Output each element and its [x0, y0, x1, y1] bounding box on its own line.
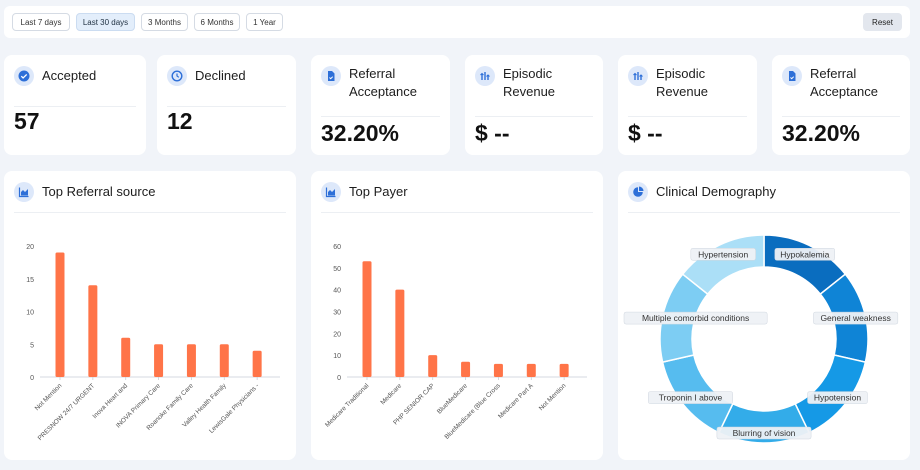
y-tick-label: 5	[30, 342, 34, 349]
x-tick-label: Medicare	[379, 382, 403, 406]
slice-label: Multiple comorbid conditions	[642, 313, 749, 323]
bar[interactable]	[362, 261, 372, 377]
kpi-value: $ --	[628, 120, 663, 146]
kpi-card-episodic-revenue-2: Episodic Revenue $ --	[618, 55, 757, 155]
slice-label-box	[716, 426, 812, 440]
y-tick-label: 10	[333, 353, 341, 360]
kpi-label: Episodic Revenue	[656, 66, 709, 99]
demography-donut-chart: Hypokalemia General weakness Hypotension Bl…	[623, 234, 899, 444]
slice-label: Hypotension	[814, 393, 862, 403]
slice-label: Blurring of vision	[733, 428, 796, 438]
slice-label: Hypertension	[698, 249, 748, 259]
kpi-card-accepted: Accepted 57	[4, 55, 146, 155]
revenue-icon	[475, 66, 495, 86]
kpi-card-declined: Declined 12	[157, 55, 296, 155]
bar[interactable]	[55, 252, 65, 377]
panel-title: Clinical Demography	[656, 184, 776, 199]
slice-label: General weakness	[820, 313, 890, 323]
bar[interactable]	[493, 363, 503, 377]
y-tick-label: 40	[333, 288, 341, 295]
filter-last-30-days-button[interactable]: Last 30 days	[76, 13, 135, 31]
slice-label-box	[813, 311, 899, 325]
slice-label-box	[774, 248, 835, 261]
panel-title: Top Referral source	[42, 184, 156, 199]
filter-1-year-button[interactable]: 1 Year	[246, 13, 283, 31]
x-tick-label: Not Mention	[34, 382, 64, 412]
x-tick-label: Medicare Part A	[497, 382, 535, 420]
area-chart-icon	[321, 182, 341, 202]
payer-bar-chart: 0 10 20 30 40 50 60 Medicare Traditional Medicar…	[324, 244, 587, 441]
kpi-value: 12	[167, 108, 193, 134]
filter-6-months-button[interactable]: 6 Months	[194, 13, 240, 31]
panel-title: Top Payer	[349, 184, 408, 199]
bar[interactable]	[219, 344, 229, 377]
filter-3-months-button[interactable]: 3 Months	[141, 13, 188, 31]
y-tick-label: 0	[337, 375, 341, 382]
bar[interactable]	[395, 289, 405, 377]
y-tick-label: 15	[26, 277, 34, 284]
x-tick-label: PRESNOW 24/7 URGENT	[37, 382, 97, 442]
bar[interactable]	[88, 285, 98, 377]
kpi-value: $ --	[475, 120, 510, 146]
document-icon	[321, 66, 341, 86]
kpi-label: Declined	[195, 68, 246, 83]
y-tick-label: 20	[333, 331, 341, 338]
y-tick-label: 30	[333, 310, 341, 317]
bar[interactable]	[559, 363, 569, 377]
reset-button[interactable]: Reset	[863, 13, 902, 31]
bar[interactable]	[186, 344, 196, 377]
kpi-value: 32.20%	[321, 120, 400, 146]
x-tick-label: BlueMedicare (Blue Cross	[443, 382, 502, 441]
kpi-value: 32.20%	[782, 120, 861, 146]
bar[interactable]	[428, 355, 438, 377]
y-tick-label: 60	[333, 244, 341, 251]
check-circle-icon	[14, 66, 34, 86]
top-referral-source-panel: Top Referral source 0 5 10 15 20 Not Mention P…	[4, 171, 296, 460]
y-tick-label: 20	[26, 244, 34, 251]
bar[interactable]	[252, 350, 262, 377]
kpi-value: 57	[14, 108, 40, 134]
x-tick-label: Not Mention	[538, 382, 568, 412]
slice-label-box	[648, 391, 733, 404]
filter-last-7-days-button[interactable]: Last 7 days	[12, 13, 70, 31]
y-tick-label: 10	[26, 310, 34, 317]
document-icon	[782, 66, 802, 86]
bar[interactable]	[121, 337, 131, 377]
x-tick-label: Medicare Traditional	[324, 382, 371, 429]
slice-label-box	[690, 248, 756, 261]
bar[interactable]	[461, 361, 471, 377]
y-tick-label: 0	[30, 375, 34, 382]
slice-label: Hypokalemia	[780, 249, 829, 259]
area-chart-icon	[14, 182, 34, 202]
kpi-label: Episodic Revenue	[503, 66, 556, 99]
kpi-label: Referral Acceptance	[349, 66, 417, 99]
date-filter-bar: Last 7 days Last 30 days 3 Months 6 Mont…	[4, 6, 910, 38]
top-payer-panel: Top Payer 0 10 20 30 40 50 60 Medicare Traditio…	[311, 171, 603, 460]
slice-label-box	[807, 391, 868, 404]
kpi-card-referral-acceptance: Referral Acceptance 32.20%	[311, 55, 450, 155]
bar[interactable]	[154, 344, 164, 377]
pie-chart-icon	[628, 182, 648, 202]
kpi-label: Referral Acceptance	[810, 66, 878, 99]
x-tick-label: BlueMedicare	[436, 382, 469, 415]
bar[interactable]	[526, 363, 536, 377]
revenue-icon	[628, 66, 648, 86]
y-tick-label: 50	[333, 266, 341, 273]
slice-label-box	[623, 311, 768, 325]
kpi-card-referral-acceptance-2: Referral Acceptance 32.20%	[772, 55, 910, 155]
kpi-label: Accepted	[42, 68, 97, 83]
clinical-demography-panel: Clinical Demography Hypokalemia General w…	[618, 171, 910, 460]
clock-icon	[167, 66, 187, 86]
slice-label: Troponin I above	[659, 393, 723, 403]
kpi-card-episodic-revenue: Episodic Revenue $ --	[465, 55, 603, 155]
